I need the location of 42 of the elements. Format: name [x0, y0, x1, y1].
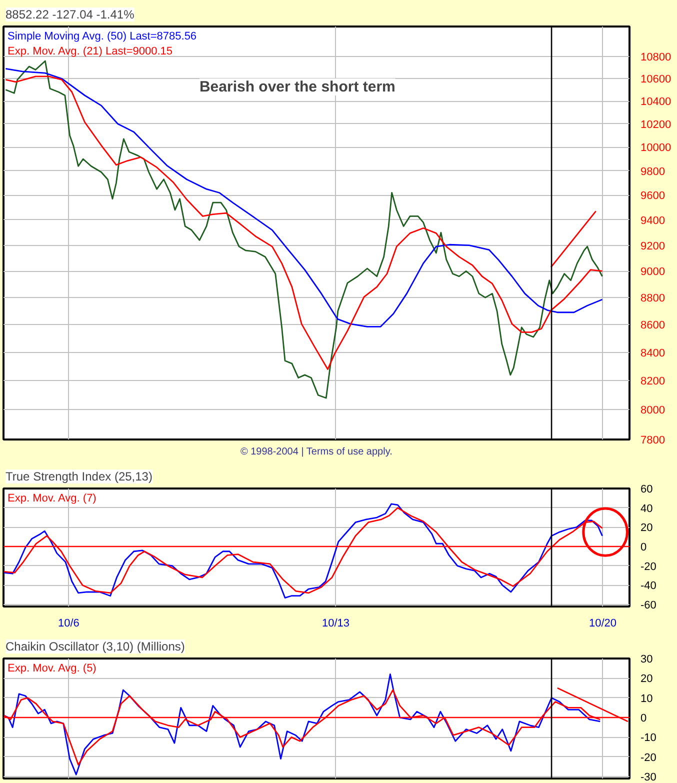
text: Exp. Mov. Avg. (5) — [8, 662, 96, 674]
y-tick-label: -10 — [640, 732, 656, 744]
chart-title: True Strength Index (25,13) — [6, 470, 152, 484]
y-tick-label: 9200 — [640, 240, 665, 252]
text: Simple Moving Avg. (50) Last=8785.56 — [8, 30, 197, 42]
y-tick-label: 9800 — [640, 166, 665, 178]
y-tick-label: 8200 — [640, 376, 665, 388]
y-tick-label: 10600 — [640, 74, 672, 86]
y-tick-label: 20 — [640, 522, 653, 534]
y-tick-label: 60 — [640, 484, 653, 496]
y-tick-label: 10400 — [640, 96, 672, 108]
y-tick-label: 9600 — [640, 190, 665, 202]
y-tick-label: 20 — [640, 673, 653, 686]
y-tick-label: -40 — [640, 580, 656, 592]
y-tick-label: 10200 — [640, 118, 672, 131]
x-tick-label: 10/13 — [322, 618, 350, 630]
y-tick-label: -30 — [640, 772, 656, 783]
y-tick-label: -20 — [640, 560, 656, 573]
y-tick-label: 8600 — [640, 320, 665, 332]
annotation: Bearish over the short term — [199, 78, 396, 96]
text: © 1998-2004 | Terms of use apply. — [240, 446, 392, 458]
y-tick-label: 40 — [640, 502, 653, 515]
y-tick-label: 30 — [640, 654, 653, 666]
y-tick-label: 9400 — [640, 214, 665, 227]
x-tick-label: 10/6 — [58, 618, 80, 630]
chart-title: Chaikin Oscillator (3,10) (Millions) — [6, 640, 185, 654]
text: Exp. Mov. Avg. (21) Last=9000.15 — [8, 46, 172, 58]
x-tick-label: 10/20 — [589, 618, 617, 630]
text: Exp. Mov. Avg. (7) — [8, 492, 96, 504]
y-tick-label: 10800 — [640, 52, 672, 64]
y-tick-label: 0 — [640, 712, 647, 725]
y-tick-label: 8000 — [640, 404, 665, 417]
y-tick-label: 10 — [640, 692, 653, 705]
y-tick-label: -20 — [640, 752, 656, 764]
y-tick-label: 9000 — [640, 266, 665, 278]
y-tick-label: 8400 — [640, 347, 665, 360]
y-tick-label: 8800 — [640, 292, 665, 305]
y-tick-label: 10000 — [640, 142, 672, 154]
chart-title: 8852.22 -127.04 -1.41% — [6, 8, 135, 22]
y-tick-label: 0 — [640, 542, 647, 554]
y-tick-label: 7800 — [640, 434, 665, 446]
y-tick-label: -60 — [640, 600, 656, 612]
